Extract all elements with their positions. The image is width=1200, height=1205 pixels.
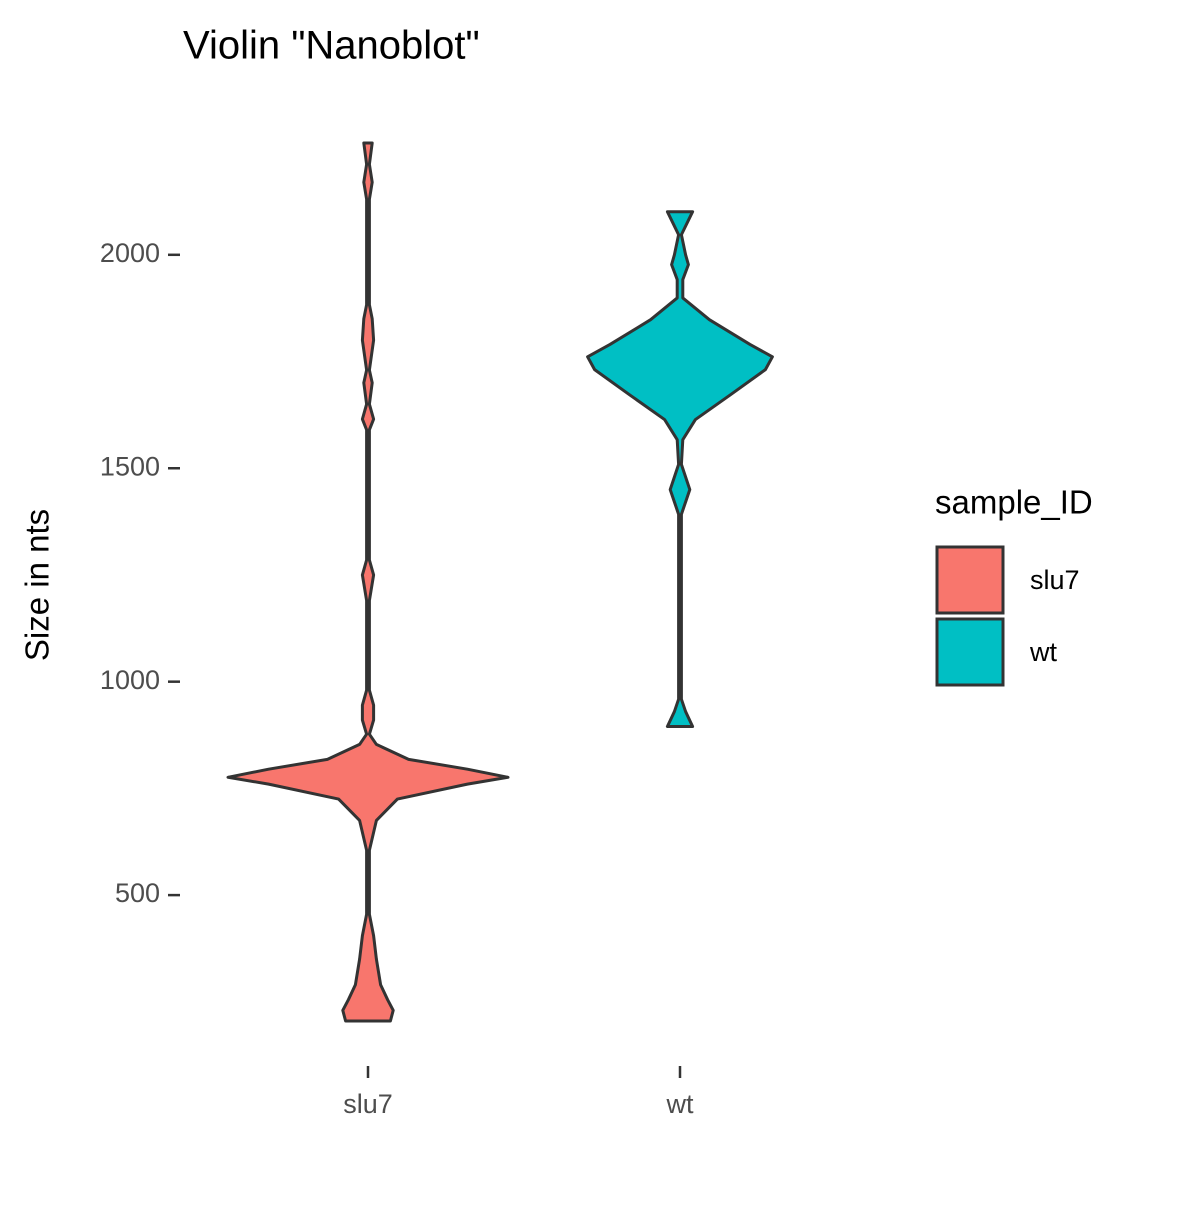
- y-tick-label: 1000: [100, 665, 160, 695]
- y-tick-label: 2000: [100, 238, 160, 268]
- x-tick-label: wt: [666, 1089, 694, 1119]
- chart-title: Violin "Nanoblot": [183, 24, 480, 68]
- legend-title: sample_ID: [935, 484, 1093, 521]
- y-tick-label: 500: [115, 878, 160, 908]
- legend-label: wt: [1029, 637, 1057, 667]
- violin: [226, 141, 510, 1023]
- legend-label: slu7: [1030, 565, 1080, 595]
- y-tick-label: 1500: [100, 451, 160, 481]
- legend-key: [935, 545, 1005, 615]
- legend-key: [935, 617, 1005, 687]
- violin: [586, 210, 774, 728]
- x-tick-label: slu7: [343, 1089, 393, 1119]
- y-axis-label: Size in nts: [19, 509, 56, 661]
